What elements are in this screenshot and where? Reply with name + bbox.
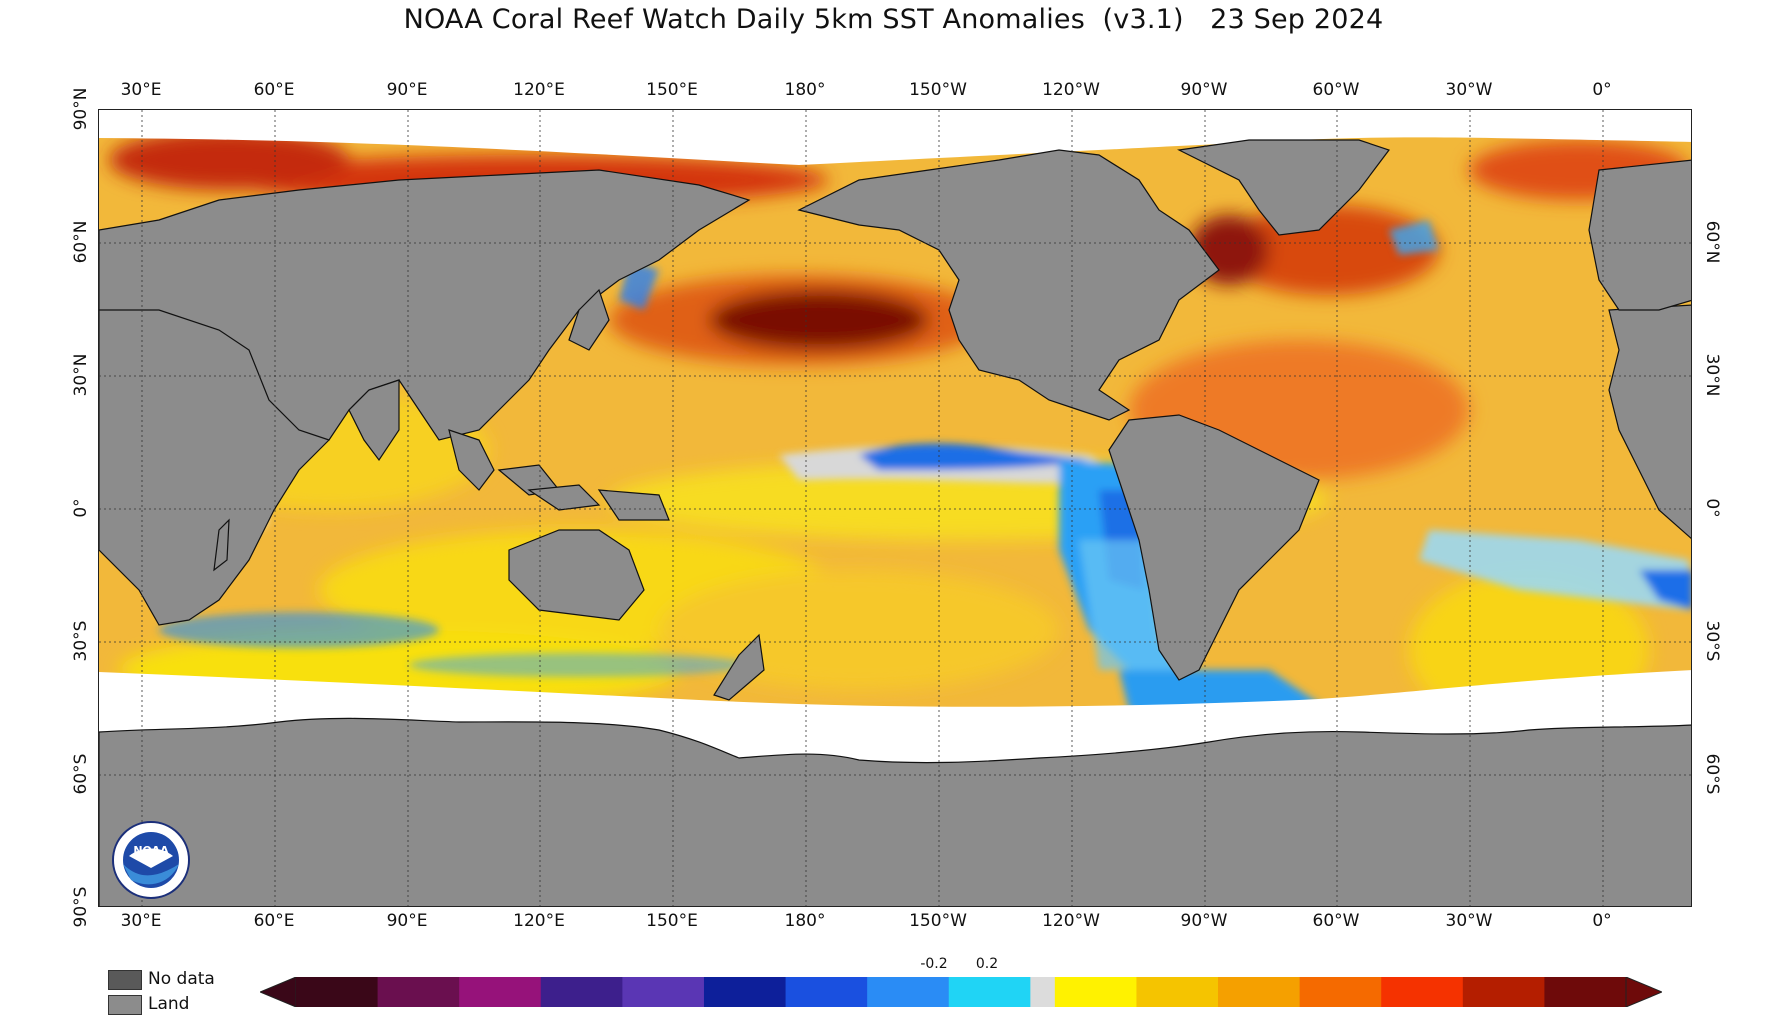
colorbar-bin (1218, 977, 1301, 1007)
left-lat-label: 90°N (71, 87, 91, 131)
bottom-lon-label: 150°W (909, 911, 967, 931)
bottom-lon-label: 90°E (386, 911, 428, 931)
bottom-lon-label: 60°E (253, 911, 295, 931)
colorbar-bin (622, 977, 705, 1007)
top-lon-label: 30°W (1445, 80, 1493, 100)
top-lon-label: 120°E (513, 80, 565, 100)
colorbar-bin (1136, 977, 1219, 1007)
colorbar-bin (785, 977, 868, 1007)
colorbar-min-arrow (260, 977, 297, 1007)
bottom-lon-label: 180° (784, 911, 826, 931)
left-lat-label: 30°N (71, 353, 91, 397)
top-lon-label: 90°E (386, 80, 428, 100)
colorbar-bin (948, 977, 1031, 1007)
colorbar-bin (867, 977, 950, 1007)
colorbar-bin (1299, 977, 1382, 1007)
colorbar-bin (1381, 977, 1464, 1007)
top-lon-label: 120°W (1042, 80, 1100, 100)
colorbar-bin (540, 977, 623, 1007)
colorbar-bin (1544, 977, 1627, 1007)
colorbar-bin (459, 977, 542, 1007)
bottom-lon-label: 0° (1592, 911, 1612, 931)
no-data-label: No data (148, 969, 215, 989)
top-lon-label: 60°E (253, 80, 295, 100)
page-title: NOAA Coral Reef Watch Daily 5km SST Anom… (403, 4, 1384, 35)
land-swatch (108, 995, 142, 1015)
land-masses (99, 139, 1691, 906)
left-lat-label: 0° (71, 498, 91, 518)
colorbar-tick-pos: 0.2 (975, 956, 999, 972)
bottom-lon-label: 90°W (1180, 911, 1228, 931)
graticule (99, 110, 1691, 906)
colorbar-bin (377, 977, 460, 1007)
bottom-lon-label: 30°W (1445, 911, 1493, 931)
top-lon-label: 150°W (909, 80, 967, 100)
top-lon-label: 90°W (1180, 80, 1228, 100)
bottom-lon-label: 120°E (513, 911, 565, 931)
colorbar-bin (1030, 977, 1056, 1007)
colorbar-tick-neg: -0.2 (920, 956, 948, 972)
bottom-lon-label: 150°E (646, 911, 698, 931)
colorbar-bin (703, 977, 787, 1007)
land-label: Land (148, 994, 190, 1014)
top-lon-label: 30°E (120, 80, 162, 100)
bottom-lon-label: 30°E (120, 911, 162, 931)
top-lon-label: 60°W (1312, 80, 1360, 100)
colorbar-max-arrow (1625, 977, 1662, 1007)
bottom-lon-label: 120°W (1042, 911, 1100, 931)
left-lat-label: 60°N (71, 220, 91, 264)
left-lat-label: 30°S (71, 620, 91, 662)
colorbar-bin (1054, 977, 1137, 1007)
top-lon-label: 0° (1592, 80, 1612, 100)
left-lat-label: 90°S (71, 886, 91, 928)
bottom-lon-label: 60°W (1312, 911, 1360, 931)
left-lat-label: 60°S (71, 753, 91, 795)
noaa-logo: NOAA (112, 821, 190, 899)
map-svg (99, 110, 1691, 906)
colorbar-bin (296, 977, 379, 1007)
right-lat-label: 60°S (1702, 753, 1722, 795)
right-lat-label: 0° (1702, 498, 1722, 518)
no-data-swatch (108, 970, 142, 990)
right-lat-label: 60°N (1702, 220, 1722, 264)
right-lat-label: 30°N (1702, 353, 1722, 397)
right-lat-label: 30°S (1702, 620, 1722, 662)
noaa-logo-text: NOAA (133, 844, 169, 857)
top-lon-label: 150°E (646, 80, 698, 100)
top-lon-label: 180° (784, 80, 826, 100)
sst-anomaly-map[interactable]: NOAA (98, 109, 1692, 907)
colorbar-bin (1462, 977, 1545, 1007)
colorbar (260, 977, 1662, 1007)
